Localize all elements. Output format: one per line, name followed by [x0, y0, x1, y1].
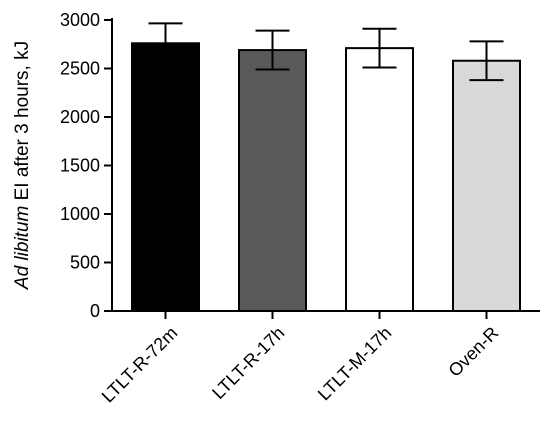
- bar-oven-r: [452, 59, 521, 312]
- y-axis-label-italic: Ad libitum: [12, 206, 33, 290]
- y-axis-label-rest: EI after 3 hours, kJ: [12, 41, 33, 206]
- bar-ltlt-m-17h: [345, 47, 414, 312]
- y-tick-label: 3000: [60, 10, 100, 30]
- bar-ltlt-r-17h: [238, 49, 307, 312]
- x-tick-label: LTLT-R-72m: [98, 323, 182, 407]
- y-tick-label: 500: [70, 253, 100, 273]
- y-tick-label: 2000: [60, 107, 100, 127]
- error-bars: [148, 22, 504, 82]
- x-tick-label: LTLT-R-17h: [208, 323, 288, 403]
- y-axis-label: Ad libitum EI after 3 hours, kJ: [12, 41, 33, 290]
- bars: [131, 42, 521, 312]
- x-tick-label: LTLT-M-17h: [314, 323, 396, 405]
- y-tick-label: 1500: [60, 156, 100, 176]
- x-tick-label: Oven-R: [444, 323, 502, 381]
- y-tick-label: 2500: [60, 59, 100, 79]
- bar-ltlt-r-72m: [131, 42, 200, 312]
- x-ticks: LTLT-R-72m LTLT-R-17h LTLT-M-17h Oven-R: [98, 311, 502, 407]
- y-tick-label: 1000: [60, 204, 100, 224]
- y-tick-label: 0: [90, 301, 100, 321]
- y-ticks: 0 500 1000 1500 2000 2500 3000: [60, 10, 112, 321]
